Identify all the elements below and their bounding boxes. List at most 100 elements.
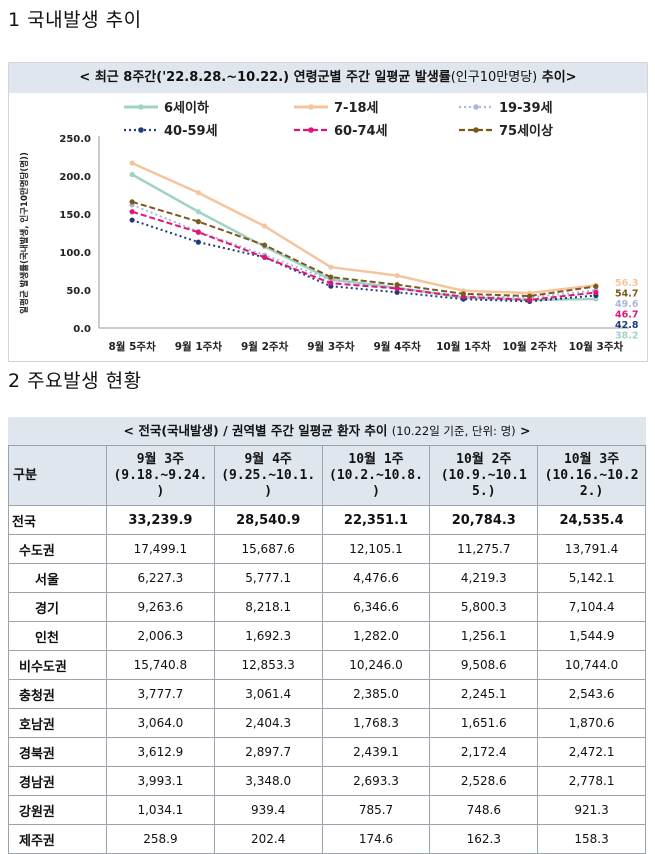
- table-row: 충청권 3,777.7 3,061.4 2,385.0 2,245.1 2,543.6: [8, 679, 646, 709]
- cell-value: 33,239.9: [106, 505, 215, 535]
- cell-value: 11,275.7: [429, 534, 539, 564]
- table-row: 강원권 1,034.1 939.4 785.7 748.6 921.3: [8, 795, 646, 825]
- series-0-point-1: [195, 209, 201, 215]
- series-line-4: [131, 210, 596, 301]
- col-header-line: (10.16.~10.2: [544, 467, 639, 483]
- col-header-line: 9월 4주: [244, 451, 292, 467]
- col-header-line: (9.18.~9.24.: [113, 467, 208, 483]
- series-5-point-0: [129, 199, 135, 205]
- cell-value: 13,791.4: [537, 534, 646, 564]
- table-row: 서울 6,227.3 5,777.1 4,476.6 4,219.3 5,142.1: [8, 563, 646, 593]
- cell-value: 2,693.3: [321, 766, 431, 796]
- legend-label-1: 7-18세: [334, 101, 379, 116]
- cell-value: 2,245.1: [429, 679, 539, 709]
- cell-value: 158.3: [537, 824, 646, 854]
- cell-value: 258.9: [106, 824, 215, 854]
- cell-value: 5,777.1: [213, 563, 323, 593]
- cell-value: 3,777.7: [106, 679, 215, 709]
- series-5-point-1: [195, 219, 201, 225]
- row-label: 서울: [8, 563, 107, 593]
- row-label: 비수도권: [8, 650, 107, 680]
- cell-value: 939.4: [213, 795, 323, 825]
- row-label: 전국: [8, 505, 107, 535]
- row-label: 충청권: [8, 679, 107, 709]
- y-tick-label: 100.0: [59, 248, 91, 259]
- cell-value: 2,528.6: [429, 766, 539, 796]
- x-tick-label: 10월 3주차: [569, 340, 624, 353]
- series-end-label: 49.6: [615, 299, 639, 310]
- cell-value: 921.3: [537, 795, 646, 825]
- series-0-point-0: [129, 171, 135, 178]
- x-tick-label: 8월 5주차: [109, 340, 157, 353]
- y-tick-label: 250.0: [59, 134, 91, 145]
- cell-value: 1,870.6: [537, 708, 646, 738]
- legend-marker-3: [138, 127, 144, 133]
- series-1-point-2: [262, 223, 268, 229]
- table-row: 경기 9,263.6 8,218.1 6,346.6 5,800.3 7,104.4: [8, 592, 646, 622]
- cell-value: 24,535.4: [537, 505, 646, 535]
- legend-label-4: 60-74세: [334, 124, 388, 139]
- cell-value: 3,612.9: [106, 737, 215, 767]
- regional-patient-table: 구분 9월 3주 (9.18.~9.24.) 9월 4주 (9.25.~10.1.) 1…: [8, 445, 646, 854]
- table-row: 인천 2,006.3 1,692.3 1,282.0 1,256.1 1,544.9: [8, 621, 646, 651]
- cell-value: 3,348.0: [213, 766, 323, 796]
- series-5-point-7: [593, 283, 599, 290]
- table-row: 수도권 17,499.1 15,687.6 12,105.1 11,275.7 13,79…: [8, 534, 646, 564]
- series-1-point-4: [394, 272, 400, 279]
- cell-value: 162.3: [429, 824, 539, 854]
- line-chart: 일평균 발생률(국내발생, 인구10만명당(명)) 0.0 50.0 100.0 150…: [19, 100, 639, 353]
- col-header-line: 10월 3주: [563, 451, 620, 467]
- x-tick-label: 10월 2주차: [502, 340, 557, 353]
- cell-value: 1,544.9: [537, 621, 646, 651]
- col-header-line: 2.): [579, 483, 604, 499]
- col-header-week: 9월 3주 (9.18.~9.24.): [106, 445, 215, 506]
- cell-value: 8,218.1: [213, 592, 323, 622]
- series-4-point-2: [262, 254, 268, 260]
- col-header-line: 5.): [472, 483, 496, 499]
- cell-value: 1,768.3: [321, 708, 431, 738]
- y-tick-label: 50.0: [66, 286, 91, 297]
- cell-value: 15,687.6: [213, 534, 323, 564]
- cell-value: 748.6: [429, 795, 539, 825]
- cell-value: 2,172.4: [429, 737, 539, 767]
- y-tick-label: 0.0: [73, 324, 91, 335]
- cell-value: 4,476.6: [321, 563, 431, 593]
- row-label: 수도권: [8, 534, 107, 564]
- series-4-point-1: [195, 229, 201, 235]
- series-end-label: 42.8: [615, 320, 639, 331]
- x-tick-label: 9월 2주차: [241, 340, 289, 353]
- legend-label-0: 6세이하: [164, 100, 209, 116]
- cell-value: 20,784.3: [429, 505, 539, 535]
- row-label: 강원권: [8, 795, 107, 825]
- x-tick-label: 10월 1주차: [436, 340, 491, 353]
- cell-value: 1,034.1: [106, 795, 215, 825]
- col-header-week: 10월 1주 (10.2.~10.8.): [321, 445, 431, 506]
- legend-label-3: 40-59세: [164, 124, 218, 139]
- cell-value: 2,385.0: [321, 679, 431, 709]
- col-header-category: 구분: [8, 445, 107, 506]
- chart-title: < 최근 8주간('22.8.28.~10.22.) 연령군별 주간 일평균 발…: [9, 63, 647, 93]
- chart-panel: < 최근 8주간('22.8.28.~10.22.) 연령군별 주간 일평균 발…: [8, 62, 648, 362]
- cell-value: 12,105.1: [321, 534, 431, 564]
- cell-value: 15,740.8: [106, 650, 215, 680]
- table-row: 경북권 3,612.9 2,897.7 2,439.1 2,172.4 2,472.1: [8, 737, 646, 767]
- cell-value: 785.7: [321, 795, 431, 825]
- cell-value: 2,897.7: [213, 737, 323, 767]
- cell-value: 202.4: [213, 824, 323, 854]
- cell-value: 5,800.3: [429, 592, 539, 622]
- cell-value: 2,778.1: [537, 766, 646, 796]
- series-5-point-6: [527, 293, 533, 299]
- chart-title-sub: (인구10만명당): [450, 70, 538, 85]
- col-header-line: (9.25.~10.1.: [221, 467, 316, 483]
- table-title-sub: (10.22일 기준, 단위: 명): [391, 424, 516, 438]
- series-4-point-3: [328, 280, 334, 286]
- col-header-line: 9월 3주: [136, 451, 185, 467]
- row-label: 제주권: [8, 824, 107, 854]
- series-end-label: 56.3: [615, 278, 638, 289]
- series-5-point-4: [394, 282, 400, 288]
- cell-value: 17,499.1: [106, 534, 215, 564]
- chart-title-main: < 최근 8주간('22.8.28.~10.22.) 연령군별 주간 일평균 발…: [79, 70, 451, 85]
- col-header-week: 10월 3주 (10.16.~10.2 2.): [537, 445, 646, 506]
- cell-value: 3,061.4: [213, 679, 323, 709]
- cell-value: 10,744.0: [537, 650, 646, 680]
